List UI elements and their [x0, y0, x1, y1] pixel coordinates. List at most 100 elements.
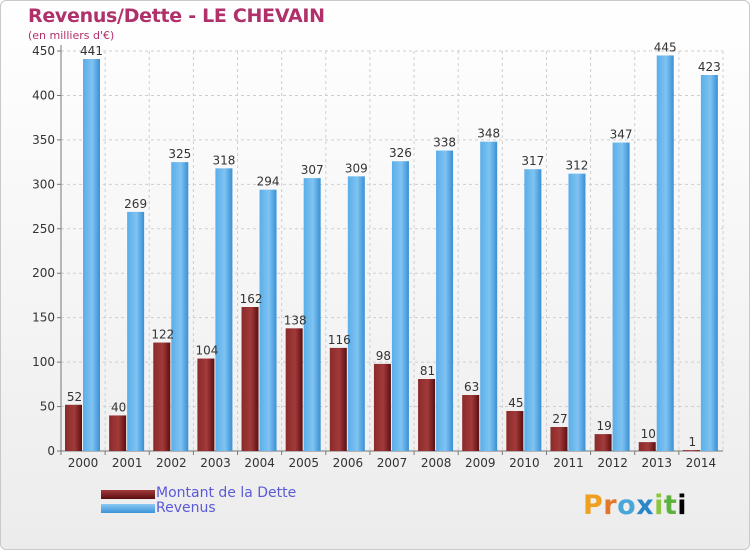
y-tick-label: 0: [47, 444, 55, 458]
data-label-revenue: 325: [168, 147, 191, 161]
data-label-debt: 10: [641, 427, 656, 441]
y-tick-label: 450: [32, 44, 55, 58]
chart-title: Revenus/Dette - LE CHEVAIN: [28, 5, 325, 27]
legend-swatch-debt: [101, 490, 155, 499]
data-label-debt: 52: [67, 390, 82, 404]
data-label-debt: 98: [376, 349, 391, 363]
bar-revenue: [656, 55, 674, 451]
bar-debt: [373, 363, 391, 451]
bar-debt: [197, 358, 215, 451]
data-label-revenue: 312: [566, 159, 589, 173]
bars: [65, 55, 718, 452]
bar-revenue: [480, 141, 498, 451]
bar-revenue: [347, 176, 365, 452]
x-tick-label: 2011: [553, 456, 584, 470]
bar-revenue: [391, 161, 409, 451]
y-tick-label: 50: [40, 400, 55, 414]
brand-char: i: [654, 490, 664, 521]
data-label-debt: 1: [689, 435, 697, 449]
bar-debt: [550, 427, 568, 451]
brand-char: x: [636, 490, 655, 521]
x-tick-label: 2012: [597, 456, 628, 470]
bar-debt: [65, 404, 82, 451]
data-label-debt: 122: [151, 328, 174, 342]
x-tick-label: 2010: [509, 456, 540, 470]
bar-debt: [682, 450, 700, 452]
bar-revenue: [171, 162, 189, 451]
legend-label-revenue: Revenus: [156, 500, 216, 516]
data-label-revenue: 338: [433, 136, 456, 150]
data-label-debt: 104: [195, 344, 218, 358]
bar-debt: [329, 347, 347, 451]
bar-debt: [462, 395, 480, 451]
brand-char: P: [583, 490, 604, 521]
y-tick-label: 150: [32, 311, 55, 325]
bar-debt: [109, 415, 127, 451]
brand-char: r: [603, 490, 618, 521]
data-label-debt: 138: [284, 313, 307, 327]
data-label-debt: 162: [240, 292, 263, 306]
data-label-revenue: 294: [257, 175, 280, 189]
x-tick-label: 2007: [377, 456, 408, 470]
bar-debt: [594, 434, 612, 451]
data-label-revenue: 309: [345, 161, 368, 175]
x-tick-label: 2013: [642, 456, 673, 470]
data-label-debt: 40: [111, 400, 126, 414]
bar-revenue: [612, 142, 630, 452]
data-label-debt: 19: [596, 419, 611, 433]
bar-debt: [506, 411, 524, 451]
x-tick-label: 2003: [200, 456, 231, 470]
x-tick-label: 2000: [68, 456, 99, 470]
x-tick-label: 2014: [686, 456, 717, 470]
chart-subtitle: (en milliers d'€): [28, 29, 115, 42]
bar-revenue: [259, 189, 277, 451]
y-tick-label: 250: [32, 222, 55, 236]
y-tick-label: 200: [32, 266, 55, 280]
data-label-revenue: 269: [124, 197, 147, 211]
data-label-revenue: 307: [301, 163, 324, 177]
data-label-debt: 116: [328, 333, 351, 347]
bar-debt: [418, 379, 436, 451]
x-tick-label: 2009: [465, 456, 496, 470]
bar-revenue: [127, 211, 145, 451]
legend-swatch-revenue: [101, 504, 155, 513]
bar-debt: [153, 342, 171, 451]
data-label-revenue: 348: [477, 127, 500, 141]
bar-revenue: [568, 173, 586, 451]
data-label-debt: 63: [464, 380, 479, 394]
data-label-revenue: 317: [521, 154, 544, 168]
x-tick-label: 2005: [288, 456, 319, 470]
x-tick-label: 2001: [112, 456, 143, 470]
brand-char: t: [663, 490, 678, 521]
data-label-debt: 27: [552, 412, 567, 426]
brand-char: i: [677, 490, 688, 521]
data-label-revenue: 318: [212, 153, 235, 167]
data-label-revenue: 326: [389, 146, 412, 160]
data-label-debt: 45: [508, 396, 523, 410]
x-tick-label: 2006: [333, 456, 364, 470]
x-tick-label: 2008: [421, 456, 452, 470]
y-tick-label: 350: [32, 133, 55, 147]
data-label-revenue: 445: [654, 40, 677, 54]
bar-revenue: [700, 75, 718, 451]
bar-revenue: [83, 59, 100, 451]
data-label-debt: 81: [420, 364, 435, 378]
y-tick-label: 400: [32, 88, 55, 102]
bar-revenue: [524, 169, 542, 451]
bar-revenue: [436, 150, 454, 452]
brand-logo: Proxiti: [583, 490, 687, 521]
bar-revenue: [303, 178, 321, 451]
bar-revenue: [215, 168, 233, 452]
y-tick-label: 100: [32, 355, 55, 369]
legend-label-debt: Montant de la Dette: [156, 485, 297, 501]
data-label-revenue: 441: [80, 44, 103, 58]
data-label-revenue: 423: [698, 60, 721, 74]
bar-debt: [285, 328, 303, 451]
axes: 0 50 100 150 200 250 300 350 400 450 2000 2001 2002 2…: [32, 44, 723, 470]
bar-debt: [241, 307, 259, 451]
x-tick-label: 2004: [244, 456, 275, 470]
brand-char: o: [617, 490, 637, 521]
x-tick-label: 2002: [156, 456, 187, 470]
